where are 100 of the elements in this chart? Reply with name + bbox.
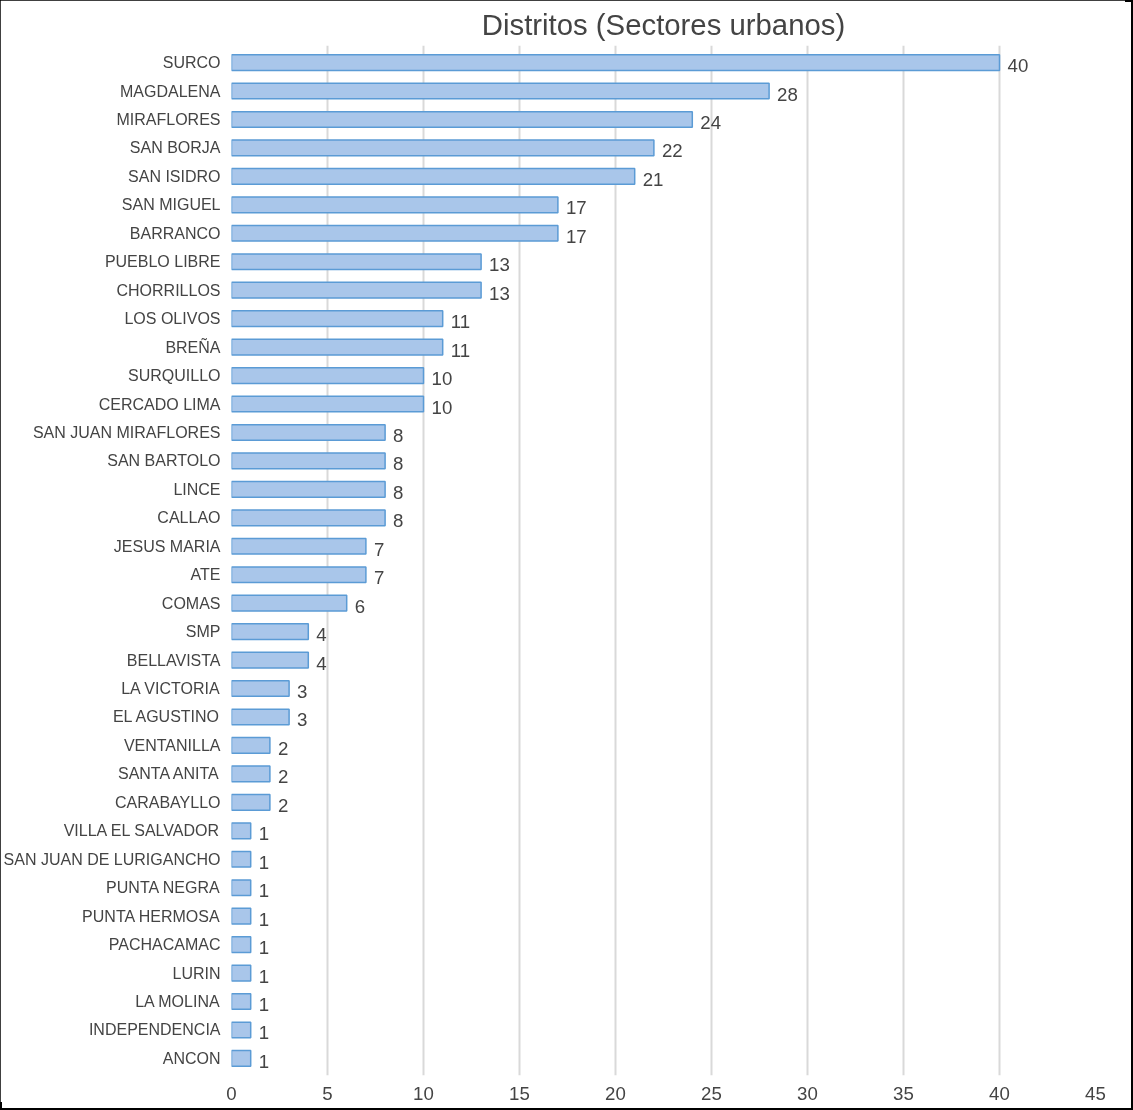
data-label: 1: [258, 1050, 270, 1072]
y-tick-label: SURCO: [162, 54, 221, 72]
x-tick-label: 35: [893, 1082, 914, 1104]
bar: [231, 594, 348, 612]
y-tick-label: SAN MIGUEL: [121, 196, 221, 214]
data-label: 11: [450, 339, 471, 361]
bar: [231, 423, 386, 442]
data-label: 8: [393, 510, 404, 532]
bar: [231, 338, 444, 356]
data-label: 8: [393, 424, 404, 446]
x-tick-label: 15: [509, 1082, 530, 1104]
bar: [231, 480, 386, 498]
y-tick-label: EL AGUSTINO: [112, 708, 220, 726]
data-label: 1: [258, 880, 270, 902]
y-tick-label: SANTA ANITA: [117, 765, 220, 783]
bar: [231, 1021, 252, 1039]
data-label: 1: [258, 908, 270, 930]
data-label: 1: [258, 1022, 270, 1044]
y-tick-label: CALLAO: [157, 509, 221, 527]
data-label: 13: [489, 282, 510, 304]
y-tick-label: CARABAYLLO: [114, 793, 221, 811]
y-tick-label: LA MOLINA: [135, 993, 220, 1011]
data-label: 11: [450, 311, 471, 333]
data-label: 8: [393, 453, 404, 475]
data-label: 17: [565, 225, 587, 247]
x-tick-label: 0: [226, 1082, 237, 1104]
x-tick-label: 25: [701, 1082, 722, 1104]
bar: [231, 765, 271, 783]
y-tick-label: MIRAFLORES: [116, 110, 221, 128]
data-label: 10: [431, 396, 453, 418]
bar: [231, 850, 252, 868]
bar: [231, 879, 252, 897]
x-tick-label: 30: [797, 1082, 818, 1104]
bar: [231, 964, 252, 982]
y-tick-label: MAGDALENA: [120, 82, 221, 100]
bar: [231, 452, 386, 470]
bar: [231, 54, 1001, 72]
data-label: 10: [431, 368, 453, 390]
data-label: 2: [277, 766, 289, 788]
bar: [231, 793, 271, 811]
y-tick-label: ATE: [190, 566, 221, 584]
bar: [231, 196, 559, 214]
y-tick-label: CERCADO LIMA: [98, 395, 221, 413]
bar: [231, 224, 559, 242]
y-tick-label: SAN BORJA: [129, 139, 221, 157]
data-label: 2: [277, 794, 289, 816]
y-tick-label: LURIN: [172, 964, 221, 982]
data-label: 8: [393, 481, 404, 503]
data-label: 3: [297, 681, 308, 703]
bar: [231, 936, 252, 954]
bar: [231, 167, 636, 185]
y-tick-label: PUNTA HERMOSA: [82, 907, 220, 925]
data-label: 1: [258, 823, 270, 845]
y-tick-label: PUEBLO LIBRE: [104, 253, 221, 271]
bar: [231, 623, 310, 641]
x-tick-label: 20: [605, 1082, 626, 1104]
data-label: 1: [258, 965, 270, 987]
y-tick-label: VILLA EL SALVADOR: [63, 822, 220, 840]
bar: [231, 822, 252, 840]
data-label: 24: [700, 111, 722, 133]
y-tick-label: JESUS MARIA: [113, 537, 221, 555]
y-tick-label: PACHACAMAC: [108, 936, 221, 954]
y-tick-label: BREÑA: [165, 336, 221, 356]
bar: [231, 110, 694, 129]
y-tick-label: INDEPENDENCIA: [88, 1021, 221, 1039]
y-tick-label: COMAS: [161, 594, 221, 612]
data-label: 40: [1007, 55, 1029, 77]
y-tick-label: SAN JUAN MIRAFLORES: [32, 423, 221, 441]
bar: [231, 253, 482, 271]
x-tick-label: 45: [1085, 1082, 1106, 1104]
data-label: 13: [489, 254, 510, 276]
data-label: 1: [258, 937, 270, 959]
bar: [231, 310, 444, 328]
bar: [231, 736, 271, 755]
bar: [231, 82, 770, 100]
bar: [231, 708, 290, 726]
data-label: 4: [316, 624, 327, 646]
y-tick-label: VENTANILLA: [123, 736, 221, 754]
y-tick-label: SAN JUAN DE LURIGANCHO: [3, 850, 221, 868]
y-tick-label: LINCE: [173, 480, 221, 498]
x-tick-label: 10: [413, 1082, 434, 1104]
bar: [231, 679, 290, 698]
data-label: 1: [258, 994, 270, 1016]
y-tick-label: SAN ISIDRO: [128, 167, 221, 185]
y-tick-label: LOS OLIVOS: [124, 310, 221, 328]
y-tick-label: ANCON: [162, 1049, 221, 1067]
bar: [231, 537, 367, 555]
bar: [231, 566, 367, 584]
data-label: 28: [777, 83, 798, 105]
data-label: 2: [277, 737, 289, 759]
bar: [231, 651, 310, 669]
data-label: 22: [661, 140, 683, 162]
y-tick-label: PUNTA NEGRA: [106, 879, 220, 897]
chart-title: Distritos (Sectores urbanos): [481, 7, 846, 41]
x-tick-label: 40: [989, 1082, 1010, 1104]
data-label: 3: [297, 709, 308, 731]
data-label: 1: [258, 851, 270, 873]
data-label: 7: [373, 538, 385, 560]
y-tick-label: BELLAVISTA: [126, 651, 221, 669]
y-tick-label: SURQUILLO: [128, 367, 221, 385]
